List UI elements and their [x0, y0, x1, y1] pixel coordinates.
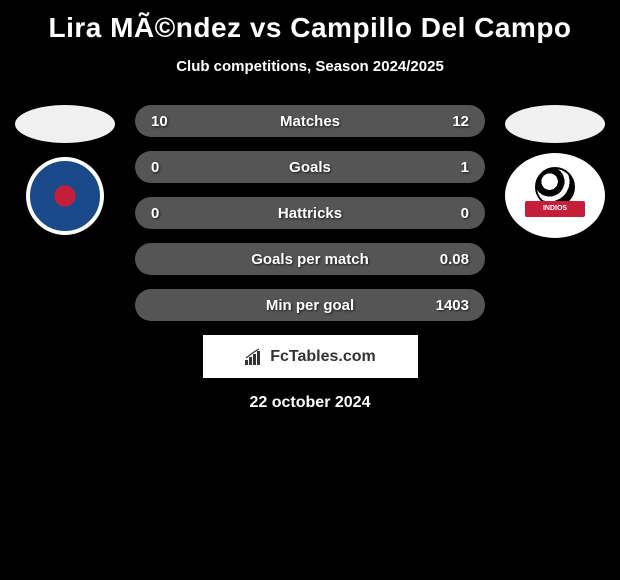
stat-row-goals-per-match: Goals per match 0.08 [135, 243, 485, 275]
stat-label: Hattricks [278, 205, 342, 222]
stat-row-goals: 0 Goals 1 [135, 151, 485, 183]
stat-right-value: 0.08 [429, 251, 469, 268]
stat-right-value: 1403 [429, 297, 469, 314]
stats-container: INDIOS 10 Matches 12 0 Goals 1 0 Hattric… [0, 105, 620, 321]
stat-right-value: 0 [429, 205, 469, 222]
stat-label: Goals [289, 159, 331, 176]
stat-rows: 10 Matches 12 0 Goals 1 0 Hattricks 0 Go… [135, 105, 485, 321]
stat-row-matches: 10 Matches 12 [135, 105, 485, 137]
date-text: 22 october 2024 [0, 394, 620, 412]
left-club-logo [15, 153, 115, 238]
page-title: Lira MÃ©ndez vs Campillo Del Campo [0, 0, 620, 44]
season-subtitle: Club competitions, Season 2024/2025 [0, 58, 620, 75]
branding-text: FcTables.com [270, 348, 376, 366]
right-player-photo [505, 105, 605, 143]
stat-label: Min per goal [266, 297, 354, 314]
right-player-column: INDIOS [500, 105, 610, 238]
stat-left-value: 10 [151, 113, 191, 130]
stat-right-value: 1 [429, 159, 469, 176]
stat-row-hattricks: 0 Hattricks 0 [135, 197, 485, 229]
right-club-logo: INDIOS [505, 153, 605, 238]
stat-label: Matches [280, 113, 340, 130]
chart-icon [244, 348, 264, 366]
stat-left-value: 0 [151, 159, 191, 176]
stat-row-min-per-goal: Min per goal 1403 [135, 289, 485, 321]
right-club-badge-text: INDIOS [525, 201, 585, 217]
stat-label: Goals per match [251, 251, 369, 268]
stat-right-value: 12 [429, 113, 469, 130]
left-player-column [10, 105, 120, 238]
stat-left-value: 0 [151, 205, 191, 222]
branding-box: FcTables.com [203, 335, 418, 378]
left-player-photo [15, 105, 115, 143]
